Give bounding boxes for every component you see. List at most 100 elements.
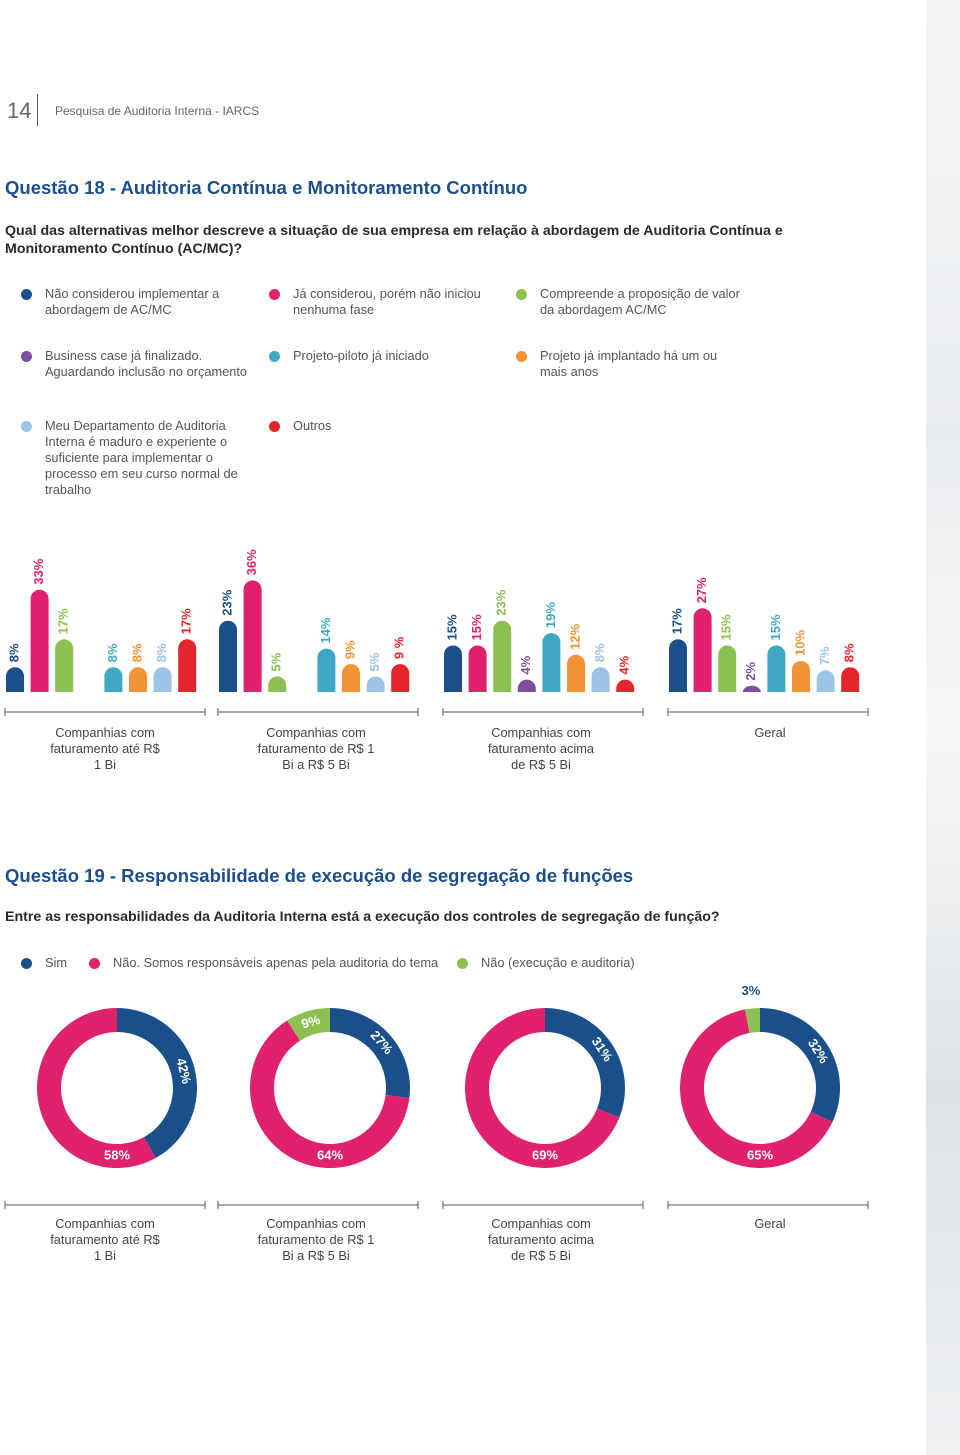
- donut-segment: [680, 1009, 833, 1168]
- value-label: 8%: [842, 643, 857, 662]
- legend-dot: [269, 351, 280, 362]
- question-text: Qual das alternativas melhor descreve a …: [5, 223, 783, 257]
- donut-segment: [745, 1008, 760, 1033]
- group-label: Companhias com faturamento acima de R$ 5…: [488, 1216, 594, 1263]
- value-label: 8%: [592, 643, 607, 662]
- bar: [792, 661, 810, 692]
- bar: [268, 676, 287, 692]
- bar: [567, 654, 585, 692]
- side-photo: [926, 0, 960, 1455]
- value-label: 9%: [342, 640, 357, 659]
- value-label: 42%: [173, 1056, 194, 1085]
- question-text: Entre as responsabilidades da Auditoria …: [5, 909, 720, 925]
- bar: [317, 648, 336, 692]
- legend-dot: [516, 289, 527, 300]
- value-label: 15%: [719, 614, 734, 640]
- bar: [342, 664, 360, 692]
- bar: [153, 667, 172, 692]
- bar: [742, 685, 761, 692]
- legend-label: Não (execução e auditoria): [481, 955, 635, 970]
- bar: [366, 676, 385, 692]
- bar: [468, 645, 487, 692]
- group-label: Geral: [754, 1216, 786, 1231]
- bar: [104, 667, 123, 692]
- value-label: 15%: [469, 614, 484, 640]
- legend-label: Meu Departamento de Auditoria Interna é …: [45, 418, 238, 497]
- value-label: 17%: [56, 608, 71, 634]
- bar: [30, 589, 49, 692]
- legend-dot: [269, 421, 280, 432]
- donut-segment: [465, 1008, 620, 1168]
- legend-label: Sim: [45, 955, 68, 970]
- value-label: 4%: [518, 655, 533, 674]
- bar: [616, 679, 635, 692]
- bar: [669, 639, 687, 692]
- donut-segment: [330, 1008, 410, 1099]
- value-label: 8%: [6, 643, 21, 662]
- bar: [767, 645, 786, 692]
- group-label: Companhias com faturamento de R$ 1 Bi a …: [257, 725, 375, 772]
- bar: [6, 667, 24, 692]
- group-label: Companhias com faturamento até R$ 1 Bi: [50, 1216, 160, 1263]
- bar: [391, 664, 410, 692]
- bar: [517, 679, 536, 692]
- value-label: 65%: [747, 1147, 773, 1162]
- value-label: 64%: [317, 1147, 343, 1162]
- value-label: 9%: [300, 1012, 323, 1032]
- value-label: 36%: [244, 549, 259, 575]
- legend-label: Não considerou implementar a abordagem d…: [45, 286, 220, 317]
- donut-segment: [36, 1008, 156, 1169]
- value-label: 58%: [104, 1147, 130, 1162]
- value-label: 10%: [792, 630, 807, 656]
- bar: [591, 667, 610, 692]
- bar: [718, 645, 737, 692]
- legend-dot: [89, 958, 100, 969]
- legend-dot: [516, 351, 527, 362]
- value-label: 17%: [179, 608, 194, 634]
- bar: [129, 667, 147, 692]
- legend-dot: [457, 958, 468, 969]
- value-label: 69%: [532, 1147, 558, 1162]
- group-label: Companhias com faturamento acima de R$ 5…: [488, 725, 594, 772]
- legend-label: Outros: [293, 418, 332, 433]
- legend-dot: [21, 421, 32, 432]
- value-label: 27%: [694, 577, 709, 603]
- legend-label: Business case já finalizado. Aguardando …: [45, 348, 248, 379]
- value-label: 19%: [543, 602, 558, 628]
- bar: [493, 620, 512, 692]
- legend-dot: [21, 958, 32, 969]
- group-label: Companhias com faturamento até R$ 1 Bi: [50, 725, 160, 772]
- bar: [219, 620, 237, 692]
- donut-segment: [249, 1020, 410, 1169]
- value-label: 23%: [494, 589, 509, 615]
- value-label: 2%: [743, 662, 758, 681]
- value-label: 5%: [269, 652, 284, 671]
- value-label: 8%: [129, 643, 144, 662]
- value-label: 14%: [318, 617, 333, 643]
- value-label: 17%: [669, 608, 684, 634]
- legend-dot: [269, 289, 280, 300]
- donut-segment: [760, 1008, 841, 1123]
- value-label: 23%: [219, 589, 234, 615]
- value-label: 9 %: [392, 636, 407, 659]
- group-label: Geral: [754, 725, 786, 740]
- value-label: 33%: [31, 558, 46, 584]
- value-label: 3%: [741, 983, 760, 998]
- bar: [178, 639, 197, 692]
- question-title: Questão 18 - Auditoria Contínua e Monito…: [5, 177, 528, 198]
- question-title: Questão 19 - Responsabilidade de execuçã…: [5, 865, 634, 886]
- donut-segment: [117, 1008, 197, 1159]
- value-label: 15%: [768, 614, 783, 640]
- legend-label: Já considerou, porém não iniciou nenhuma…: [293, 286, 481, 317]
- legend-dot: [21, 351, 32, 362]
- legend-label: Projeto já implantado há um ou mais anos: [540, 348, 718, 379]
- bar: [444, 645, 462, 692]
- value-label: 7%: [817, 646, 832, 665]
- bar: [816, 670, 835, 692]
- value-label: 12%: [567, 623, 582, 649]
- divider: [37, 94, 38, 126]
- bar: [542, 633, 561, 692]
- publication: Pesquisa de Auditoria Interna - IARCS: [55, 104, 260, 118]
